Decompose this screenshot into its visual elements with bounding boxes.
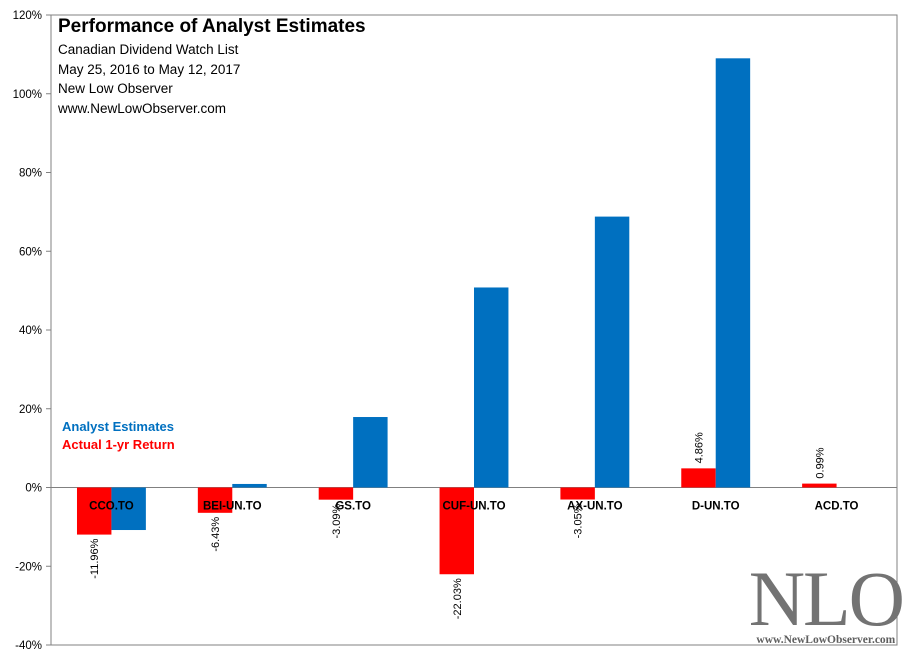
y-tick-label: 40% [19, 325, 42, 337]
bar-analyst-estimate [715, 58, 751, 488]
data-label-actual-return: 4.86% [693, 432, 705, 463]
subtitle-line: May 25, 2016 to May 12, 2017 [58, 61, 241, 77]
bar-actual-return [318, 487, 354, 500]
subtitle-line: New Low Observer [58, 81, 173, 96]
data-label-actual-return: -6.43% [210, 517, 222, 552]
category-label: ACD.TO [815, 501, 859, 513]
subtitle-line: www.NewLowObserver.com [58, 100, 227, 116]
bar-analyst-estimate [111, 487, 146, 531]
legend-item-analyst-estimates: Analyst Estimates [62, 419, 174, 434]
subtitle-line: Canadian Dividend Watch List [58, 42, 239, 57]
watermark-url: www.NewLowObserver.com [756, 634, 896, 646]
y-tick-label: 80% [19, 168, 42, 180]
data-label-actual-return: 0.99% [814, 447, 826, 478]
y-tick-label: 60% [19, 246, 42, 258]
data-label-actual-return: -22.03% [452, 578, 464, 619]
data-label-actual-return: -3.09% [331, 503, 343, 538]
category-label: D-UN.TO [692, 501, 740, 513]
bar-analyst-estimate [353, 417, 388, 488]
bar-actual-return [681, 468, 716, 488]
category-label: CUF-UN.TO [442, 501, 505, 513]
bar-analyst-estimate [474, 287, 509, 488]
bars [76, 58, 837, 575]
bar-actual-return [76, 487, 112, 535]
category-label: CCO.TO [89, 501, 134, 513]
y-tick-label: -40% [15, 640, 42, 652]
title-block: Performance of Analyst Estimates Canadia… [58, 14, 366, 118]
bar-actual-return [560, 487, 595, 500]
watermark-logo: NLO [748, 555, 905, 642]
category-label: BEI-UN.TO [203, 501, 262, 513]
y-tick-label: 100% [13, 89, 42, 101]
category-labels: CCO.TO BEI-UN.TO GS.TO CUF-UN.TO AX-UN.TO D-U… [89, 501, 858, 513]
y-tick-label: -20% [15, 561, 42, 573]
bar-analyst-estimate [232, 483, 267, 488]
bar-actual-return [802, 483, 837, 488]
category-label: GS.TO [335, 501, 371, 513]
bar-actual-return [439, 487, 474, 575]
data-label-actual-return: -3.05% [573, 503, 585, 538]
bar-actual-return [197, 487, 233, 513]
bar-analyst-estimate [594, 216, 630, 488]
chart-title: Performance of Analyst Estimates [58, 16, 366, 37]
data-label-actual-return: -11.96% [89, 538, 101, 578]
y-tick-label: 0% [25, 483, 42, 495]
data-labels: -11.96% -6.43% -3.09% -22.03% -3.05% 4.86% 0.9… [89, 432, 826, 619]
category-label: AX-UN.TO [567, 501, 622, 513]
legend-item-actual-return: Actual 1-yr Return [62, 437, 175, 452]
nlo-watermark: NLO www.NewLowObserver.com [748, 555, 905, 647]
legend: Analyst Estimates Actual 1-yr Return [62, 418, 175, 454]
y-tick-label: 20% [19, 404, 42, 416]
y-tick-label: 120% [13, 10, 42, 22]
